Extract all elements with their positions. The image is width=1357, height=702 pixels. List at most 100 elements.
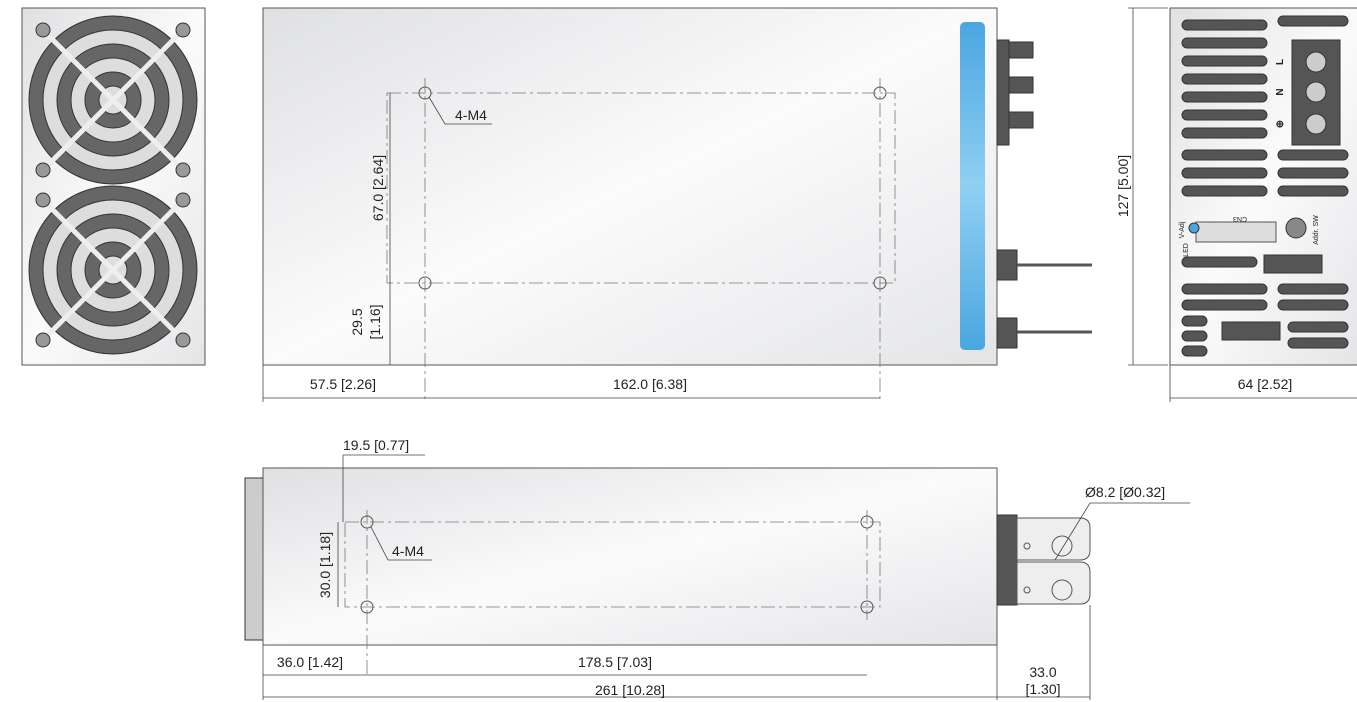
vent-slot	[1277, 185, 1349, 197]
vent-slot	[1277, 299, 1349, 311]
housing	[262, 467, 998, 646]
hole-pattern	[386, 92, 896, 284]
terminal-label: N	[1275, 88, 1286, 95]
vent-slot	[1277, 15, 1349, 27]
vent-slot	[1287, 321, 1349, 333]
vent-slot	[1181, 345, 1208, 357]
label: LED	[1183, 243, 1190, 257]
screw	[175, 22, 191, 38]
connector	[1221, 321, 1281, 341]
hole-pattern	[344, 521, 881, 608]
vent-slot	[1181, 73, 1268, 85]
dim-text: 29.5	[349, 308, 365, 335]
leader	[1054, 502, 1190, 561]
terminal-label: ⊕	[1275, 120, 1286, 128]
hole-label: 4-M4	[455, 107, 487, 123]
vent-slot	[1181, 149, 1268, 161]
fan-guard	[41, 198, 185, 342]
vent-slot	[1181, 330, 1208, 342]
vent-slot	[1181, 256, 1258, 268]
fan-view	[21, 7, 206, 366]
dim-text: 67.0 [2.64]	[370, 155, 386, 221]
label: Addr. SW	[1313, 215, 1320, 245]
lug	[1016, 517, 1091, 561]
screw	[1305, 51, 1327, 73]
vent-slot	[1181, 109, 1268, 121]
cable-gland	[996, 317, 1018, 349]
lug	[1016, 561, 1091, 605]
lug-hole	[1051, 535, 1073, 557]
terminal	[1008, 76, 1034, 94]
lug-hole	[1051, 579, 1073, 601]
terminal	[1008, 111, 1034, 129]
terminal	[996, 39, 1010, 146]
bracket	[244, 477, 264, 641]
screw	[35, 192, 51, 208]
vent-slot	[1181, 185, 1268, 197]
screw	[35, 332, 51, 348]
dim-text: 30.0 [1.18]	[317, 532, 333, 598]
dim-text: 33.0	[1029, 664, 1056, 680]
label: V-Adj	[1179, 221, 1186, 238]
hole	[860, 600, 874, 614]
screw	[35, 162, 51, 178]
vent-slot	[1277, 167, 1349, 179]
vent-slot	[1277, 283, 1349, 295]
vent-slot	[1181, 37, 1268, 49]
dim-text: 127 [5.00]	[1115, 155, 1131, 217]
hole	[418, 276, 432, 290]
dim-text: 162.0 [6.38]	[613, 376, 687, 392]
connector	[1195, 221, 1277, 243]
hole	[360, 600, 374, 614]
cable-gland	[996, 249, 1018, 281]
lug-hole	[1023, 542, 1031, 550]
vent-slot	[1277, 149, 1349, 161]
vent-slot	[1181, 127, 1268, 139]
screw	[1305, 81, 1327, 103]
dim-text: 178.5 [7.03]	[578, 654, 652, 670]
label: CN3	[1233, 215, 1247, 222]
dim-text: [1.30]	[1025, 681, 1060, 697]
lug-hole	[1023, 586, 1031, 594]
connector	[1263, 254, 1323, 274]
dim-text: 57.5 [2.26]	[310, 376, 376, 392]
fan-guard	[41, 28, 185, 172]
leader	[428, 96, 492, 125]
vent-slot	[1181, 19, 1268, 31]
terminal-base	[996, 514, 1018, 606]
dim-text: 64 [2.52]	[1238, 376, 1293, 392]
dim-text: [1.16]	[367, 304, 383, 339]
vent-slot	[1181, 299, 1268, 311]
screw	[35, 22, 51, 38]
vent-slot	[1181, 315, 1208, 327]
screw	[175, 162, 191, 178]
side-view: Ø8.2 [Ø0.32] 4-M4 19.5 [0.77] 30.0 [1.18…	[244, 437, 1190, 700]
dim-text: 36.0 [1.42]	[277, 654, 343, 670]
dim-text: 19.5 [0.77]	[343, 437, 409, 453]
hole	[418, 86, 432, 100]
vent-slot	[1181, 55, 1268, 67]
hole	[873, 276, 887, 290]
dim-text: 261 [10.28]	[595, 682, 665, 698]
vent-slot	[1181, 167, 1268, 179]
screw	[1305, 113, 1327, 135]
hole	[360, 515, 374, 529]
vent-slot	[1181, 91, 1268, 103]
terminal	[1008, 41, 1034, 59]
hole	[860, 515, 874, 529]
screw	[175, 332, 191, 348]
leader	[370, 526, 432, 561]
top-view: 4-M4 67.0 [2.64] 29.5 [1.16] 57.5 [2.26]…	[262, 7, 1092, 402]
addr-switch	[1285, 217, 1307, 239]
end-view: L N ⊕ V-Adj LED CN3 Addr. SW 127 [5.00] …	[1115, 7, 1357, 402]
housing	[262, 7, 998, 366]
dim-text: Ø8.2 [Ø0.32]	[1085, 484, 1165, 500]
terminal-label: L	[1275, 59, 1286, 65]
hole	[873, 86, 887, 100]
hole-label: 4-M4	[392, 543, 424, 559]
blue-strip	[960, 22, 985, 350]
screw	[175, 192, 191, 208]
vent-slot	[1287, 337, 1349, 349]
vent-slot	[1181, 283, 1268, 295]
